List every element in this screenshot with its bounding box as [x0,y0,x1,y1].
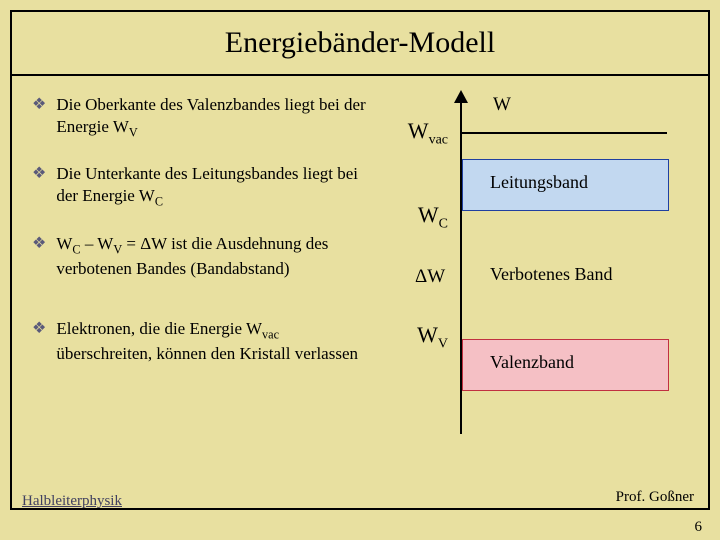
wc-label: WC [393,202,448,232]
verbotenes-label: Verbotenes Band [490,264,612,285]
axis-label: W [493,94,511,116]
bullet-item: ❖ Elektronen, die die Energie Wvac übers… [32,318,377,365]
delta-w-label: ΔW [415,266,445,288]
footer-link-left[interactable]: Halbleiterphysik [22,493,122,510]
bullet-item: ❖ WC – WV = ΔW ist die Ausdehnung des ve… [32,233,377,280]
bullet-text: Elektronen, die die Energie Wvac übersch… [56,318,377,365]
wv-label: WV [393,322,448,352]
diamond-bullet-icon: ❖ [32,163,46,210]
diamond-bullet-icon: ❖ [32,233,46,280]
bullet-text: Die Unterkante des Leitungsbandes liegt … [56,163,377,210]
content-area: ❖ Die Oberkante des Valenzbandes liegt b… [12,76,708,464]
page-number: 6 [695,519,703,536]
leitungsband-label: Leitungsband [490,172,588,193]
slide-title: Energiebänder-Modell [225,26,495,59]
footer-text-right: Prof. Goßner [616,489,694,506]
slide-inner: Energiebänder-Modell ❖ Die Oberkante des… [10,10,710,510]
diamond-bullet-icon: ❖ [32,94,46,141]
y-axis-arrow-icon [454,90,468,103]
bullet-list: ❖ Die Oberkante des Valenzbandes liegt b… [32,94,385,454]
energy-diagram: W Wvac Leitungsband WC ΔW Verbotenes Ban… [385,94,685,454]
slide-container: Energiebänder-Modell ❖ Die Oberkante des… [0,0,720,540]
bullet-text: Die Oberkante des Valenzbandes liegt bei… [56,94,377,141]
wvac-label: Wvac [393,118,448,148]
wvac-line [462,132,667,134]
bullet-item: ❖ Die Oberkante des Valenzbandes liegt b… [32,94,377,141]
valenzband-label: Valenzband [490,352,574,373]
bullet-item: ❖ Die Unterkante des Leitungsbandes lieg… [32,163,377,210]
bullet-text: WC – WV = ΔW ist die Ausdehnung des verb… [56,233,377,280]
diamond-bullet-icon: ❖ [32,318,46,365]
title-box: Energiebänder-Modell [12,12,708,76]
